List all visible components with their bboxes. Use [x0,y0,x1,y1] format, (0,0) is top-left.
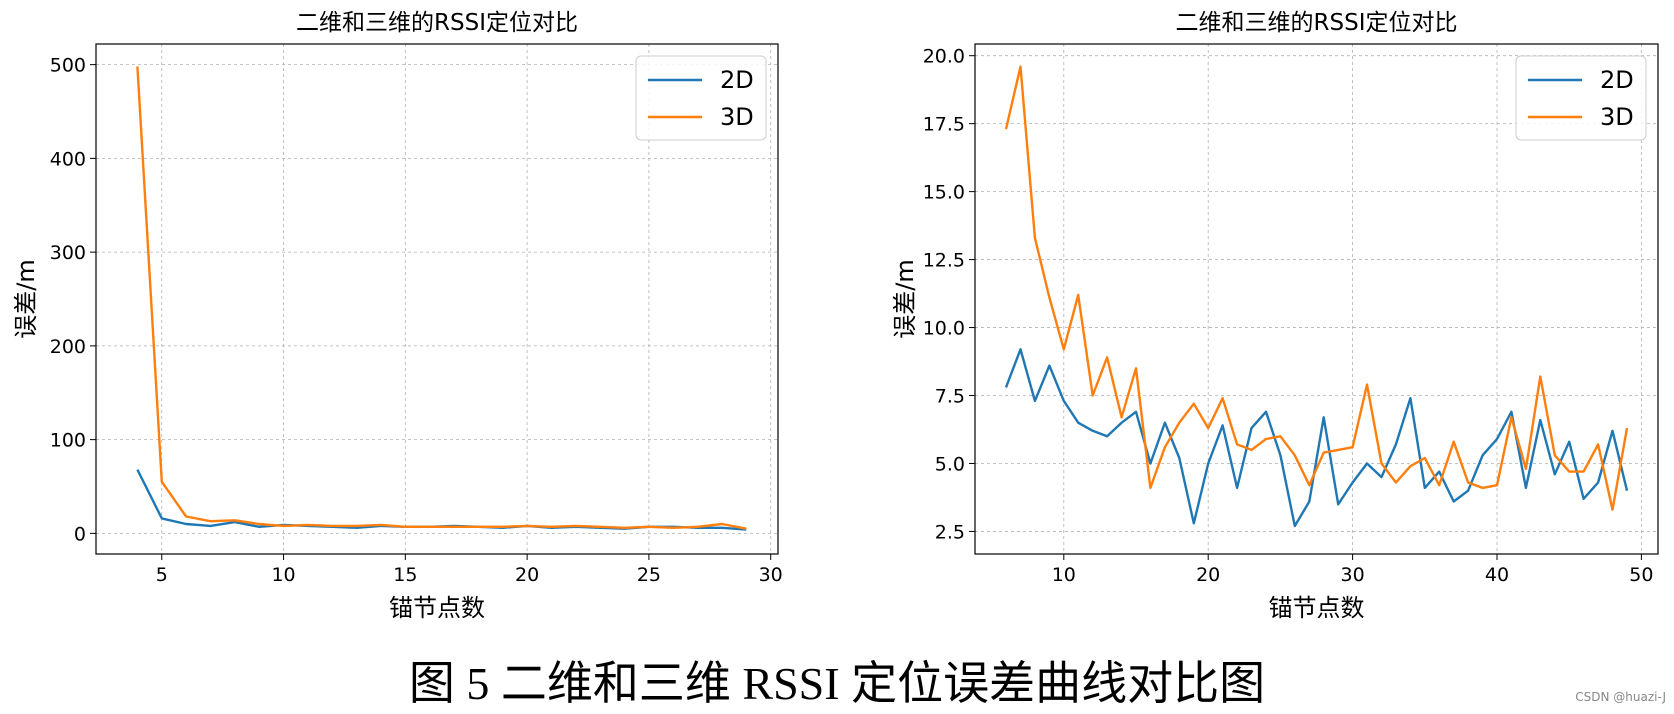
y-tick-label: 20.0 [923,46,965,68]
series-line-2D [1004,348,1629,528]
x-tick-label: 20 [515,564,539,586]
y-tick-label: 15.0 [923,182,965,204]
chart-title: 二维和三维的RSSI定位对比 [1176,10,1458,36]
figure-caption: 图 5 二维和三维 RSSI 定位误差曲线对比图 [408,658,1266,709]
y-axis-label: 误差/m [891,259,919,338]
chart-title: 二维和三维的RSSI定位对比 [296,10,578,36]
x-tick-label: 50 [1629,564,1653,586]
credit-watermark: CSDN @huazi-J [1575,690,1666,704]
legend-label-3D: 3D [720,103,754,131]
legend-label-2D: 2D [720,66,754,94]
legend-label-2D: 2D [1600,66,1634,94]
y-tick-label: 0 [74,523,86,545]
y-tick-label: 300 [50,242,86,264]
y-tick-label: 100 [50,430,86,452]
x-tick-label: 40 [1485,564,1509,586]
legend-label-3D: 3D [1600,103,1634,131]
x-axis-label: 锚节点数 [1269,594,1365,622]
x-tick-label: 30 [759,564,783,586]
y-tick-label: 500 [50,55,86,77]
legend-box [635,55,767,141]
chart-1: 5 10 15 20 25 300100200300400500二维和三维的RSSI定位对… [12,10,783,622]
y-tick-label: 7.5 [935,386,965,408]
x-tick-label: 10 [271,564,295,586]
chart-2: 10 20 30 40 50 2.5 5.0 7.5 10.0 12.5 15.0 17.5 20.0 二… [891,10,1659,622]
x-axis-label: 锚节点数 [389,594,485,622]
y-tick-label: 10.0 [923,318,965,340]
y-tick-label: 200 [50,336,86,358]
series-line-3D [136,66,747,530]
x-tick-label: 5 [156,564,168,586]
y-tick-label: 17.5 [923,114,965,136]
x-tick-label: 10 [1052,564,1076,586]
y-axis-label: 误差/m [12,259,40,338]
plot-frame [974,43,1659,555]
x-tick-label: 25 [637,564,661,586]
series-line-3D [1004,65,1629,511]
plot-frame [95,43,779,555]
y-tick-label: 5.0 [935,453,965,475]
y-tick-label: 12.5 [923,250,965,272]
x-tick-label: 15 [393,564,417,586]
x-tick-label: 30 [1341,564,1365,586]
legend-box [1515,55,1647,141]
y-tick-label: 400 [50,148,86,170]
y-tick-label: 2.5 [935,521,965,543]
x-tick-label: 20 [1196,564,1220,586]
